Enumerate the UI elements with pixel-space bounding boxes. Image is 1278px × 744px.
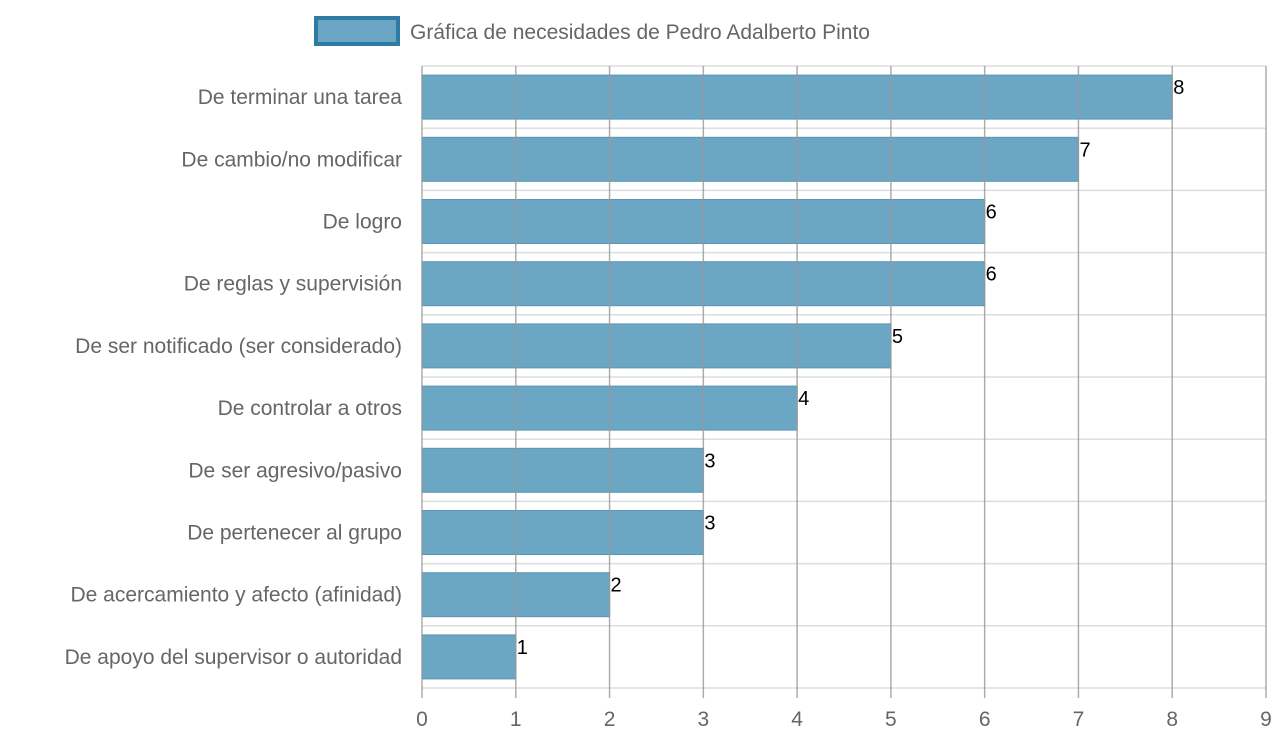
x-tick-label: 7 (1073, 708, 1085, 731)
value-label: 3 (704, 513, 715, 535)
category-label: De logro (323, 211, 402, 234)
category-label: De ser notificado (ser considerado) (75, 335, 402, 358)
bar (421, 447, 704, 493)
category-label: De apoyo del supervisor o autoridad (65, 646, 402, 669)
value-label: 8 (1173, 77, 1184, 99)
value-labels: 8 7 6 6 5 4 3 3 2 1 (517, 77, 1185, 659)
bar (421, 136, 1079, 182)
category-labels: De terminar una tarea De cambio/no modifi… (65, 86, 403, 669)
x-axis-ticks: 0 1 2 3 4 5 6 7 8 9 (416, 708, 1272, 731)
category-label: De reglas y supervisión (184, 273, 402, 296)
value-label: 1 (517, 637, 528, 659)
legend: Gráfica de necesidades de Pedro Adalbert… (314, 16, 870, 46)
x-tick-label: 3 (697, 708, 709, 731)
x-tick-label: 2 (604, 708, 616, 731)
value-label: 6 (986, 202, 997, 224)
category-label: De ser agresivo/pasivo (188, 459, 402, 482)
bar (421, 323, 892, 369)
category-label: De acercamiento y afecto (afinidad) (71, 584, 403, 607)
bar (421, 634, 517, 680)
value-label: 2 (611, 575, 622, 597)
vertical-gridlines (421, 66, 1267, 698)
x-tick-label: 1 (510, 708, 522, 731)
row-separators (422, 65, 1266, 689)
value-label: 7 (1079, 139, 1090, 161)
category-label: De cambio/no modificar (181, 148, 402, 171)
value-label: 5 (892, 326, 903, 348)
bar (421, 510, 704, 555)
category-label: De controlar a otros (218, 397, 402, 420)
x-tick-label: 0 (416, 708, 428, 731)
x-tick-label: 4 (791, 708, 803, 731)
x-tick-label: 6 (979, 708, 991, 731)
legend-label: Gráfica de necesidades de Pedro Adalbert… (410, 21, 870, 44)
x-tick-label: 5 (885, 708, 897, 731)
legend-swatch (314, 16, 400, 46)
category-label: De pertenecer al grupo (187, 522, 402, 545)
value-label: 4 (798, 388, 809, 410)
value-label: 3 (704, 450, 715, 472)
x-tick-label: 8 (1166, 708, 1178, 731)
category-label: De terminar una tarea (198, 86, 403, 109)
value-label: 6 (986, 264, 997, 286)
x-tick-label: 9 (1260, 708, 1272, 731)
